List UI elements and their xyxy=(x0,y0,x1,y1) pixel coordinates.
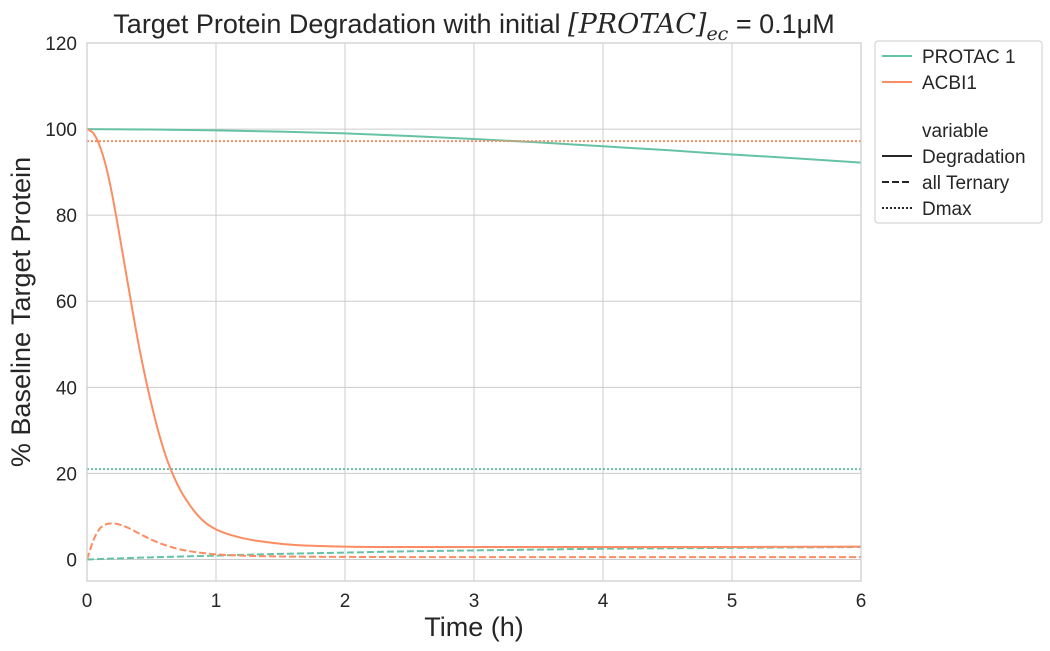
y-tick-label: 40 xyxy=(56,378,77,399)
legend-label-protac-1: PROTAC 1 xyxy=(922,47,1016,68)
y-tick-label: 80 xyxy=(56,206,77,227)
x-tick-label: 0 xyxy=(82,591,93,612)
legend-label-degradation: Degradation xyxy=(922,147,1026,168)
y-axis-label: % Baseline Target Protein xyxy=(6,157,36,467)
x-tick-label: 1 xyxy=(211,591,222,612)
grid xyxy=(86,42,862,581)
series-acbi1-degradation xyxy=(86,128,862,548)
y-tick-label: 60 xyxy=(56,292,77,313)
y-tick-labels: 0 20 40 60 80 100 120 xyxy=(45,34,77,571)
y-tick-label: 0 xyxy=(66,550,77,571)
y-tick-label: 20 xyxy=(56,464,77,485)
x-axis-label: Time (h) xyxy=(424,612,524,642)
x-tick-label: 6 xyxy=(856,591,867,612)
y-tick-label: 120 xyxy=(45,34,77,55)
chart-title: Target Protein Degradation with initial … xyxy=(113,9,834,45)
legend-label-all-ternary: all Ternary xyxy=(922,173,1010,194)
y-tick-label: 100 xyxy=(45,120,77,141)
legend-frame xyxy=(874,40,1043,224)
x-tick-labels: 0 1 2 3 4 5 6 xyxy=(82,591,867,612)
legend-style-title: variable xyxy=(922,121,989,142)
plot-frame xyxy=(86,42,862,582)
x-tick-label: 4 xyxy=(598,591,609,612)
series-lines xyxy=(86,128,862,561)
series-acbi1-all-ternary xyxy=(86,522,861,560)
x-tick-label: 2 xyxy=(340,591,351,612)
x-tick-label: 5 xyxy=(727,591,738,612)
legend: PROTAC 1 ACBI1 variable Degradation all … xyxy=(874,40,1043,224)
x-tick-label: 3 xyxy=(469,591,480,612)
series-protac-1-degradation xyxy=(86,128,862,164)
legend-label-acbi1: ACBI1 xyxy=(922,73,977,94)
legend-label-dmax: Dmax xyxy=(922,199,972,220)
